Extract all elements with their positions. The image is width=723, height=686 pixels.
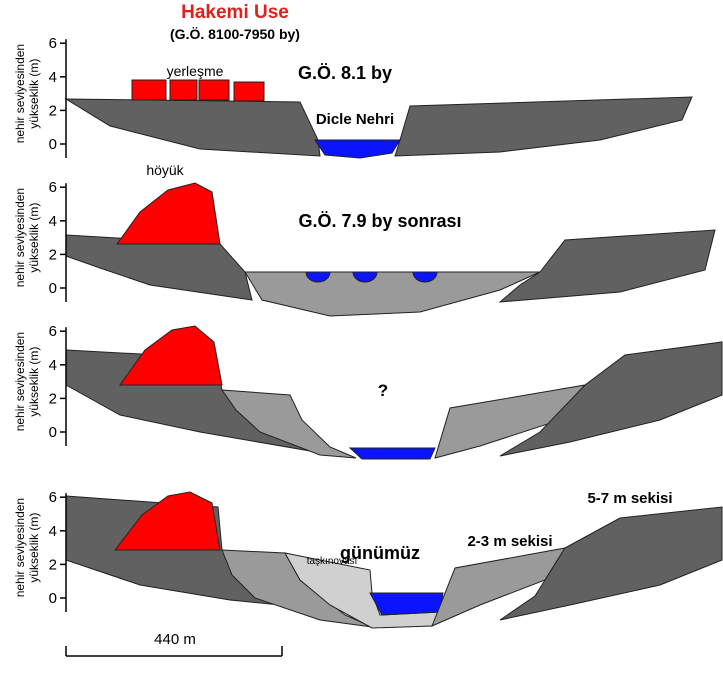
river (305, 271, 438, 283)
y-tick-label: 2 (49, 390, 57, 407)
y-axis-label: yükseklik (m) (27, 513, 41, 583)
right-bank (394, 96, 693, 157)
y-tick-label: 0 (49, 280, 57, 297)
scale-bar: 440 m (65, 631, 283, 657)
panel: yerleşme G.Ö. 8.1 by Dicle Nehri 0 2 4 6 neh… (13, 35, 693, 159)
y-axis-label: nehir seviyesinden (13, 498, 27, 597)
river (369, 592, 444, 616)
title: Hakemi Use (181, 2, 289, 23)
y-axis-label: yükseklik (m) (27, 59, 41, 129)
label: 5-7 m sekisi (587, 490, 672, 507)
y-tick-label: 6 (49, 35, 57, 52)
right-bank (499, 506, 723, 621)
scale-label: 440 m (154, 631, 196, 648)
label: yerleşme (167, 63, 224, 79)
mound (119, 325, 223, 386)
y-tick-label: 0 (49, 136, 57, 153)
label: ? (378, 381, 388, 400)
y-axis-label: nehir seviyesinden (13, 332, 27, 431)
y-tick-label: 2 (49, 246, 57, 263)
y-tick-label: 6 (49, 323, 57, 340)
y-axis-label: yükseklik (m) (27, 203, 41, 273)
label: G.Ö. 8.1 by (298, 63, 392, 83)
y-tick-label: 0 (49, 424, 57, 441)
river (314, 139, 401, 159)
subtitle: (G.Ö. 8100-7950 by) (170, 26, 300, 42)
right-bank (498, 229, 716, 303)
label: Dicle Nehri (316, 111, 394, 128)
y-tick-label: 2 (49, 556, 57, 573)
y-tick-label: 6 (49, 179, 57, 196)
left-bank (65, 234, 253, 301)
panel: günümüz 2-3 m sekisi 5-7 m sekisi taşkın… (13, 489, 723, 629)
y-axis-label: nehir seviyesinden (13, 44, 27, 143)
house (233, 81, 265, 102)
y-tick-label: 0 (49, 590, 57, 607)
terrace (220, 389, 357, 459)
left-bank (64, 98, 321, 157)
y-tick-label: 4 (49, 69, 57, 86)
river (348, 447, 436, 460)
y-axis-label: nehir seviyesinden (13, 188, 27, 287)
y-axis-label: yükseklik (m) (27, 347, 41, 417)
label: günümüz (340, 543, 420, 563)
house (169, 79, 198, 101)
label: taşkınovası (307, 556, 358, 567)
mound (116, 182, 221, 245)
y-tick-label: 4 (49, 357, 57, 374)
panel: ? 0 2 4 6 nehir seviyesinden yükseklik (m) (13, 323, 723, 460)
label: G.Ö. 7.9 by sonrası (298, 211, 461, 231)
house (198, 79, 230, 101)
label: höyük (146, 162, 184, 178)
y-tick-label: 4 (49, 213, 57, 230)
y-tick-label: 4 (49, 523, 57, 540)
mound (113, 491, 221, 551)
label: 2-3 m sekisi (467, 533, 552, 550)
right-bank (499, 341, 723, 457)
house (131, 79, 167, 101)
fill (244, 271, 541, 317)
y-tick-label: 6 (49, 489, 57, 506)
y-tick-label: 2 (49, 102, 57, 119)
panel: höyük G.Ö. 7.9 by sonrası 0 2 4 6 nehir sevi… (13, 162, 716, 317)
